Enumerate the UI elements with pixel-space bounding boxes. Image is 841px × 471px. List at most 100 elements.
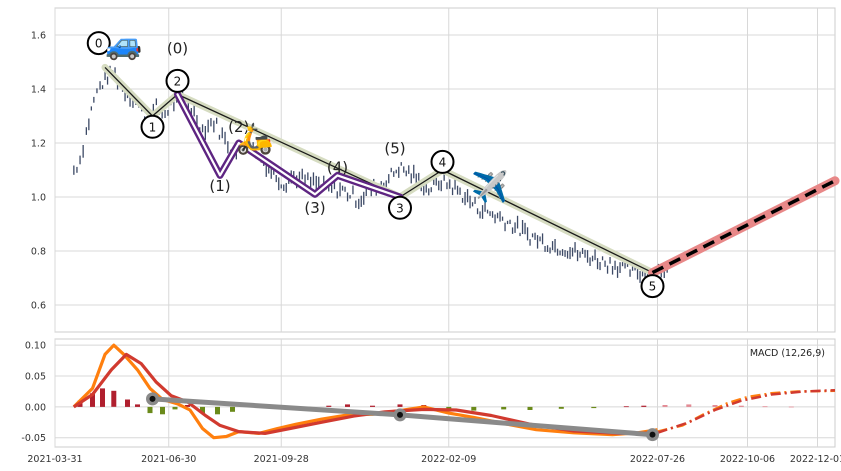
macd-histogram-bar	[345, 404, 350, 407]
candle	[594, 249, 596, 261]
candle	[606, 265, 609, 274]
candle	[190, 108, 192, 116]
candle	[395, 169, 397, 174]
candle	[554, 239, 556, 253]
candle	[390, 167, 392, 173]
candle	[629, 269, 631, 277]
candle	[355, 200, 357, 208]
candle	[541, 233, 544, 245]
candle	[564, 250, 566, 257]
candle	[519, 232, 521, 237]
macd-histogram-bar	[135, 404, 140, 407]
candle	[423, 184, 425, 196]
candle	[96, 88, 98, 94]
candle	[604, 260, 606, 267]
candle	[293, 171, 295, 179]
candle	[101, 85, 104, 89]
candle	[601, 256, 604, 261]
candle	[443, 171, 445, 181]
candle	[388, 174, 390, 184]
candle	[596, 258, 599, 270]
candle	[216, 117, 218, 124]
candle	[486, 209, 489, 214]
price-y-axis: 0.6 0.8 1.0 1.2 1.4 1.6	[31, 31, 46, 312]
wave-label-circle	[640, 274, 665, 299]
candle	[268, 162, 270, 174]
candle	[152, 103, 154, 115]
macd-trend-line	[146, 392, 659, 442]
candle	[516, 215, 519, 229]
candle	[521, 220, 524, 234]
candle	[451, 187, 454, 196]
car-icon: 🚙	[105, 27, 142, 62]
candle	[499, 211, 501, 222]
macd-y-tick-label: -0.05	[21, 433, 46, 444]
candle	[559, 250, 561, 256]
wave-label: (0)	[167, 40, 188, 58]
candle	[385, 180, 387, 192]
price-y-tick-label: 0.8	[31, 247, 46, 258]
candle	[312, 172, 315, 186]
macd-histogram-bar	[200, 406, 205, 414]
candle	[461, 198, 464, 203]
candle	[106, 76, 109, 85]
wave-label-circle	[430, 149, 455, 174]
x-tick-label: 2021-06-30	[141, 454, 196, 465]
x-tick-label: 2021-09-28	[254, 454, 309, 465]
minor-wave-core	[176, 93, 402, 199]
candle	[464, 192, 466, 206]
macd-histogram-bar	[230, 406, 235, 412]
candle	[383, 182, 385, 187]
candle	[79, 155, 81, 165]
macd-histogram-bar	[686, 404, 692, 407]
candle	[275, 175, 277, 183]
macd-trend-marker-dot	[149, 395, 156, 402]
candle	[193, 105, 195, 117]
candle	[73, 165, 75, 175]
candle	[489, 211, 491, 217]
candle	[82, 145, 84, 158]
candle	[539, 236, 541, 242]
candle	[561, 249, 564, 256]
candle	[546, 245, 549, 252]
macd-histogram-bar	[788, 406, 794, 408]
wave-label-circle	[86, 31, 111, 56]
macd-histogram-bar	[215, 406, 220, 415]
candle	[270, 165, 272, 179]
candle	[304, 174, 306, 189]
candle	[210, 118, 212, 127]
macd-histogram-bar	[712, 405, 718, 407]
candle	[571, 247, 574, 257]
candle	[636, 267, 639, 280]
macd-histogram-bar	[738, 405, 744, 407]
x-tick-label: 2021-03-31	[27, 454, 82, 465]
wave-label: 4	[439, 155, 447, 169]
candle	[420, 185, 422, 192]
candle	[252, 142, 254, 147]
wave-label-circle	[140, 114, 165, 139]
candle	[398, 166, 400, 178]
macd-histogram-bar	[90, 393, 95, 407]
candle	[221, 127, 223, 139]
wave-label-circle	[388, 195, 412, 220]
candle	[346, 192, 349, 202]
candle	[514, 222, 516, 233]
candle	[619, 262, 621, 273]
candle	[584, 249, 586, 258]
wave-label: (4)	[327, 158, 348, 176]
candle	[310, 176, 312, 188]
candle	[349, 195, 351, 199]
x-axis: 2021-03-31 2021-06-30 2021-09-28 2022-02-09…	[27, 454, 841, 465]
macd-panel-frame	[54, 338, 836, 448]
candle	[466, 189, 469, 203]
wave-label: (3)	[304, 199, 325, 217]
candle	[446, 182, 448, 190]
macd-histogram-bar	[446, 406, 452, 410]
candle	[644, 269, 646, 280]
candle	[104, 66, 106, 80]
macd-histogram-bar	[172, 406, 178, 410]
candle	[574, 242, 576, 253]
candle	[318, 176, 320, 189]
candle	[413, 164, 415, 179]
